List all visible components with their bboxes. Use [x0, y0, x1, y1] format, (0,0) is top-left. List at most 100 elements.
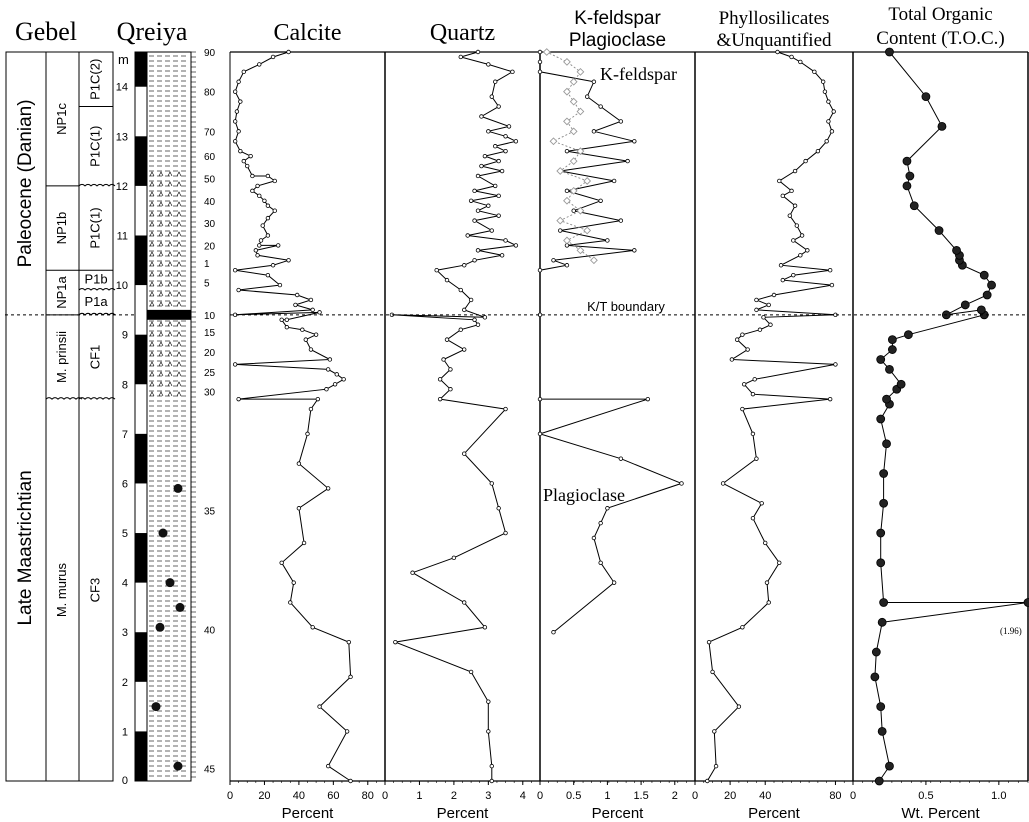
data-point — [310, 625, 315, 630]
data-point — [768, 322, 773, 327]
data-point — [752, 377, 757, 382]
x-tick-label: 40 — [293, 790, 305, 802]
x-tick-label: 0.5 — [918, 790, 933, 802]
toc-point — [982, 290, 992, 300]
data-point — [799, 233, 805, 238]
lithology-tick — [167, 351, 173, 357]
data-point — [253, 248, 259, 253]
data-point — [301, 540, 307, 546]
data-point — [234, 109, 240, 114]
data-point — [444, 337, 450, 342]
chart-title-4-0: Total Organic — [888, 4, 992, 25]
x-tick-label: 0 — [692, 790, 698, 802]
zone-label: P1C(2) — [87, 59, 102, 100]
data-point — [510, 69, 515, 75]
data-point — [611, 178, 617, 184]
zone-label: NP1a — [54, 275, 69, 308]
data-point — [489, 481, 494, 486]
data-point — [313, 332, 319, 337]
kfeldspar-point — [569, 157, 578, 165]
zone-label: CF1 — [87, 345, 102, 370]
data-point — [475, 248, 481, 253]
data-point — [286, 258, 291, 263]
lithology-tick — [149, 241, 155, 247]
data-point — [410, 570, 415, 575]
data-point — [462, 307, 467, 313]
lithology-tick — [176, 301, 182, 307]
lithology-tick — [167, 361, 173, 367]
lithology-tick — [158, 331, 164, 337]
data-point — [317, 704, 322, 709]
data-point — [591, 129, 597, 134]
lithology-tick — [167, 371, 173, 377]
data-point — [551, 258, 556, 263]
data-point — [740, 625, 745, 630]
data-point — [270, 54, 276, 60]
kfeldspar-point — [576, 206, 585, 215]
data-point — [241, 69, 246, 75]
zone-boundary — [78, 288, 116, 291]
data-point — [763, 540, 768, 546]
lithology-tick — [167, 281, 173, 287]
x-tick-label: 1 — [416, 790, 422, 802]
data-point — [710, 669, 715, 675]
toc-point — [877, 727, 887, 736]
data-point — [276, 243, 281, 248]
toc-point — [1023, 598, 1029, 607]
lithology-tick — [176, 331, 182, 337]
lithology-tick — [167, 321, 173, 327]
data-point — [537, 268, 543, 273]
lithology-tick — [158, 351, 164, 357]
data-point — [537, 49, 543, 55]
lithology-tick — [158, 261, 164, 267]
data-point — [598, 520, 603, 526]
kfeldspar-point — [563, 117, 571, 126]
lithology-column — [146, 51, 192, 782]
data-point — [778, 263, 784, 268]
kfeldspar-point — [563, 236, 571, 245]
data-point — [750, 391, 756, 397]
toc-point — [902, 156, 912, 166]
lithology-tick — [176, 361, 182, 367]
kfeldspar-point — [576, 246, 585, 255]
lithology-tick — [176, 321, 182, 327]
data-point — [448, 367, 453, 372]
lithology-tick — [149, 361, 155, 367]
x-axis-label: Percent — [592, 805, 645, 822]
sample-tick-label: 35 — [204, 507, 216, 518]
data-point — [499, 253, 505, 258]
chart-panel-0: Calcite 0 20 40 60 80 Percent — [227, 20, 386, 822]
lithology-tick — [158, 241, 164, 247]
data-point — [346, 639, 352, 645]
lithology-tick — [158, 301, 164, 307]
zone-label: NP1b — [54, 212, 69, 245]
chart-title-3-1: &Unquantified — [716, 30, 832, 51]
plagioclase-label: Plagioclase — [543, 485, 625, 505]
data-point — [792, 168, 798, 174]
data-point — [736, 704, 742, 709]
kt-boundary-label: K/T boundary — [587, 299, 665, 314]
x-tick-label: 0 — [850, 790, 856, 802]
data-point — [236, 396, 241, 402]
lithology-tick — [167, 241, 173, 247]
data-point — [444, 277, 450, 283]
lithology-tick — [158, 391, 164, 397]
data-point — [496, 506, 501, 511]
zone-boundary — [45, 397, 83, 400]
lithology-tick — [149, 211, 155, 217]
zone-label: P1C(1) — [87, 207, 102, 248]
lithology-tick — [167, 381, 173, 387]
lithology-tick — [176, 281, 182, 287]
data-point — [679, 481, 684, 486]
data-point — [598, 198, 603, 203]
lithology-tick — [158, 271, 164, 277]
lithology-tick — [176, 211, 182, 217]
lithology-tick — [158, 291, 164, 297]
data-point — [451, 555, 457, 561]
chart-panel-3: Phyllosilicates&Unquantified 0 20 40 80 Perce… — [692, 8, 854, 822]
x-tick-label: 80 — [829, 790, 841, 802]
chart-title-3-0: Phyllosilicates — [719, 8, 830, 29]
data-point — [827, 396, 833, 402]
toc-point — [909, 201, 919, 211]
